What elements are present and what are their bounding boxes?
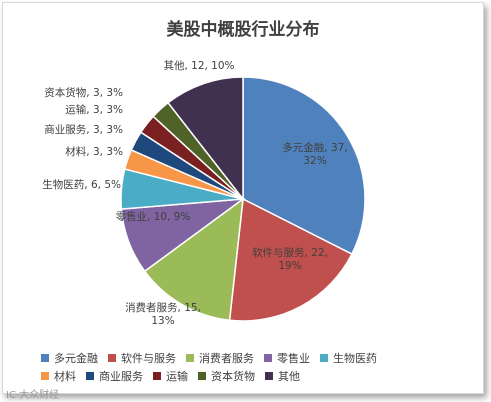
legend-item-5: 生物医药 — [320, 350, 377, 366]
data-label-4: 零售业, 10, 9% — [116, 210, 191, 223]
legend-item-7: 商业服务 — [86, 368, 143, 384]
data-label-1: 多元金融, 37, 32% — [282, 141, 347, 167]
legend-label: 其他 — [278, 370, 300, 383]
legend-swatch — [198, 372, 206, 380]
legend-swatch — [264, 354, 272, 362]
legend-item-9: 资本货物 — [198, 368, 255, 384]
legend-item-10: 其他 — [265, 368, 300, 384]
data-label-8: 运输, 3, 3% — [65, 103, 123, 116]
watermark: IC 大众财经 — [6, 390, 60, 401]
legend-label: 生物医药 — [333, 352, 377, 365]
data-label-3: 消费者服务, 15, 13% — [125, 301, 201, 327]
legend-label: 零售业 — [277, 352, 310, 365]
legend-swatch — [320, 354, 328, 362]
legend-label: 材料 — [54, 370, 76, 383]
legend-item-8: 运输 — [153, 368, 188, 384]
pie-slice-2 — [228, 197, 353, 322]
legend-swatch — [86, 372, 94, 380]
data-label-7: 商业服务, 3, 3% — [44, 123, 123, 136]
pie-slice-10 — [167, 76, 244, 202]
data-label-2: 软件与服务, 22, 19% — [252, 246, 328, 272]
legend-item-1: 多元金融 — [41, 350, 98, 366]
legend-row-2: 材料 商业服务 运输 资本货物 其他 — [41, 367, 461, 385]
legend-swatch — [41, 372, 49, 380]
chart-frame: 美股中概股行业分布 多元金融, 37, 32% 软件与服务, 22, 19% 消费者服务… — [2, 2, 484, 394]
data-label-6: 材料, 3, 3% — [65, 145, 123, 158]
legend: 多元金融 软件与服务 消费者服务 零售业 生物医药 材料 商业服务 运输 资本货物 其他 — [41, 349, 461, 385]
pie-chart: 多元金融, 37, 32% 软件与服务, 22, 19% 消费者服务, 15, 13% 零售… — [42, 59, 366, 327]
legend-label: 消费者服务 — [199, 352, 254, 365]
legend-swatch — [153, 372, 161, 380]
legend-swatch — [41, 354, 49, 362]
pie-slice-3 — [143, 197, 244, 322]
legend-item-2: 软件与服务 — [108, 350, 176, 366]
data-label-5: 生物医药, 6, 5% — [42, 178, 121, 191]
legend-row-1: 多元金融 软件与服务 消费者服务 零售业 生物医药 — [41, 349, 461, 367]
data-label-9: 资本货物, 3, 3% — [44, 86, 123, 99]
legend-swatch — [186, 354, 194, 362]
chart-title: 美股中概股行业分布 — [166, 20, 320, 40]
legend-item-4: 零售业 — [264, 350, 310, 366]
legend-swatch — [108, 354, 116, 362]
legend-label: 软件与服务 — [121, 352, 176, 365]
data-label-10: 其他, 12, 10% — [163, 59, 234, 72]
legend-item-3: 消费者服务 — [186, 350, 254, 366]
legend-label: 多元金融 — [54, 352, 98, 365]
legend-label: 资本货物 — [211, 370, 255, 383]
legend-label: 商业服务 — [99, 370, 143, 383]
pie-slice-1 — [242, 76, 366, 256]
legend-label: 运输 — [166, 370, 188, 383]
legend-swatch — [265, 372, 273, 380]
legend-item-6: 材料 — [41, 368, 76, 384]
